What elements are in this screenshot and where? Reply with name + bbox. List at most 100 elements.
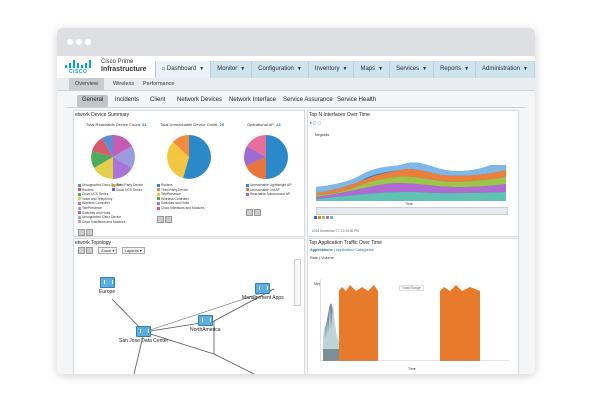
legend-label: Unsupported Cisco Device (82, 183, 122, 187)
tab-service-assurance[interactable]: Service Assurance (283, 97, 333, 103)
fit-icon[interactable] (78, 247, 85, 254)
tab-service-health[interactable]: Service Health (337, 97, 377, 103)
legend-item: Unsupported Cisco Device (78, 215, 125, 220)
unreachable-count-label: Total Unreachable Device Count: 26 (160, 122, 224, 127)
legend-label: Wireless Controller (82, 201, 110, 206)
legend-label: Unreachable Lwt AP (250, 187, 280, 192)
topology-node-europe[interactable]: Europe (99, 277, 115, 295)
nav-label: Dashboard (166, 66, 197, 72)
legend-label: Routers (82, 187, 94, 192)
topology-node-northamerica[interactable]: NorthAmerica (190, 315, 221, 333)
chart-tooltip: Total Range (399, 285, 424, 291)
tab-incidents[interactable]: Incidents (115, 97, 140, 103)
time-range-slider[interactable] (316, 207, 508, 215)
reachable-legend-b: Third Party Device Cisco UCS Series (112, 183, 143, 192)
app-traffic-chart (320, 279, 510, 361)
topology-node-san-jose[interactable]: San Jose Data Center (119, 326, 168, 344)
app-header: CISCO Cisco Prime Infrastructure ⌂ Dashb… (57, 56, 535, 79)
topology-links (111, 288, 275, 374)
legend-label: TelePresence (161, 192, 181, 197)
subtab-overview[interactable]: Overview (69, 78, 104, 90)
dashboard-tabs: General Incidents Client Network Devices… (67, 95, 525, 108)
legend-item: Third Party Device (112, 183, 143, 188)
legend-label: Third Party Device (161, 187, 189, 192)
operational-ap-label: Operational AP: 24 (247, 122, 281, 127)
legend-label: Switches and Hubs (82, 210, 111, 215)
pie-toolbar (78, 224, 94, 242)
table-icon[interactable] (86, 229, 93, 237)
legend-label: Unreachable Lightweight AP (250, 183, 292, 187)
nav-label: Inventory (314, 66, 340, 72)
reachable-pie (91, 135, 135, 179)
nav-inventory[interactable]: Inventory ▼ (309, 61, 355, 78)
y-axis-label: Megabits (315, 133, 330, 137)
subtab-applications[interactable]: Applications (310, 248, 333, 252)
chart-icon[interactable] (157, 216, 164, 224)
pie-toolbar (246, 204, 262, 222)
window-dot (76, 39, 82, 45)
reachable-count-label: Total Reachable Device Count: 41 (86, 122, 147, 127)
legend-label: Voice and Telephony (82, 196, 113, 201)
legend-item: TelePresence (157, 192, 204, 197)
interfaces-area-chart (316, 162, 506, 201)
interfaces-controls[interactable]: ▸ ◻ ◻ (310, 120, 321, 125)
nav-maps[interactable]: Maps ▼ (354, 61, 391, 78)
nav-monitor[interactable]: Monitor ▼ (211, 61, 253, 78)
nav-administration[interactable]: Administration ▼ (476, 61, 535, 78)
topology-toolbar: Zoom ▾ Layouts ▾ (78, 246, 145, 254)
table-icon[interactable] (254, 209, 261, 217)
zoom-dropdown[interactable]: Zoom ▾ (98, 246, 118, 254)
window-dot (67, 39, 73, 45)
legend-item: Wireless Controller (78, 201, 125, 206)
legend-item (314, 215, 334, 220)
pie-charts (91, 135, 288, 179)
layouts-label: Layouts (124, 247, 139, 253)
select-icon[interactable] (86, 247, 93, 254)
legend-item: Third Party Device (157, 188, 204, 193)
legend-label: Routers (161, 183, 173, 187)
unreachable-legend: Routers Third Party Device TelePresence … (157, 183, 204, 211)
nav-dashboard[interactable]: ⌂ Dashboard ▼ (155, 61, 212, 78)
cisco-logo-icon (65, 60, 95, 68)
main-nav: ⌂ Dashboard ▼ Monitor ▼ Configuration ▼ Inv… (154, 61, 535, 78)
chart-icon[interactable] (246, 209, 253, 217)
label-text: Total Unreachable Device Count: (160, 122, 219, 127)
subtab-performance[interactable]: Performance (143, 81, 175, 87)
tab-general[interactable]: General (77, 95, 109, 107)
product-subname: Infrastructure (101, 66, 147, 73)
tab-client[interactable]: Client (150, 97, 166, 103)
node-label: NorthAmerica (190, 327, 221, 333)
zoom-label: Zoom (101, 247, 112, 253)
legend-item: Unreachable Lightweight AP (246, 183, 291, 188)
x-axis-label: Time (408, 367, 416, 371)
zoom-slider[interactable] (294, 259, 301, 306)
nav-reports[interactable]: Reports ▼ (434, 61, 477, 78)
legend-item: Cisco UCS Series (112, 188, 143, 193)
nav-label: Configuration (258, 66, 294, 72)
topology-node-management-apps[interactable]: Management Apps (242, 283, 284, 301)
panel-title: etwork Topology (75, 240, 112, 246)
subtab-wireless[interactable]: Wireless (113, 81, 135, 87)
legend-item: Unreachable Lwt AP (246, 188, 291, 193)
tab-network-interface[interactable]: Network Interface (229, 97, 277, 103)
product-name: Cisco Prime (101, 59, 134, 65)
operational-ap-pie (244, 135, 288, 179)
legend-item: Routers (78, 188, 125, 193)
table-icon[interactable] (165, 216, 172, 224)
legend-item: Wireless Controller (157, 197, 204, 202)
legend-item: Switches and Hubs (78, 211, 125, 216)
label-text: Operational AP: (247, 122, 276, 127)
legend-label: Cisco UCS Series (116, 187, 143, 192)
subtab-categories[interactable]: Application Categories (335, 248, 374, 252)
node-label: Management Apps (242, 295, 284, 301)
rate-selector[interactable]: Rate | Volume (310, 256, 334, 260)
tab-network-devices[interactable]: Network Devices (177, 97, 223, 103)
panel-title: Top N Interfaces Over Time (309, 112, 370, 118)
panel-title: Top Application Traffic Over Time (309, 240, 382, 246)
reachable-legend: Unsupported Cisco Device Routers Cisco U… (78, 183, 125, 224)
nav-services[interactable]: Services ▼ (390, 61, 435, 78)
interfaces-panel: Top N Interfaces Over Time ▸ ◻ ◻ Megabit… (307, 110, 519, 237)
nav-configuration[interactable]: Configuration ▼ (252, 61, 309, 78)
layouts-dropdown[interactable]: Layouts ▾ (121, 246, 145, 254)
chart-icon[interactable] (78, 229, 85, 237)
